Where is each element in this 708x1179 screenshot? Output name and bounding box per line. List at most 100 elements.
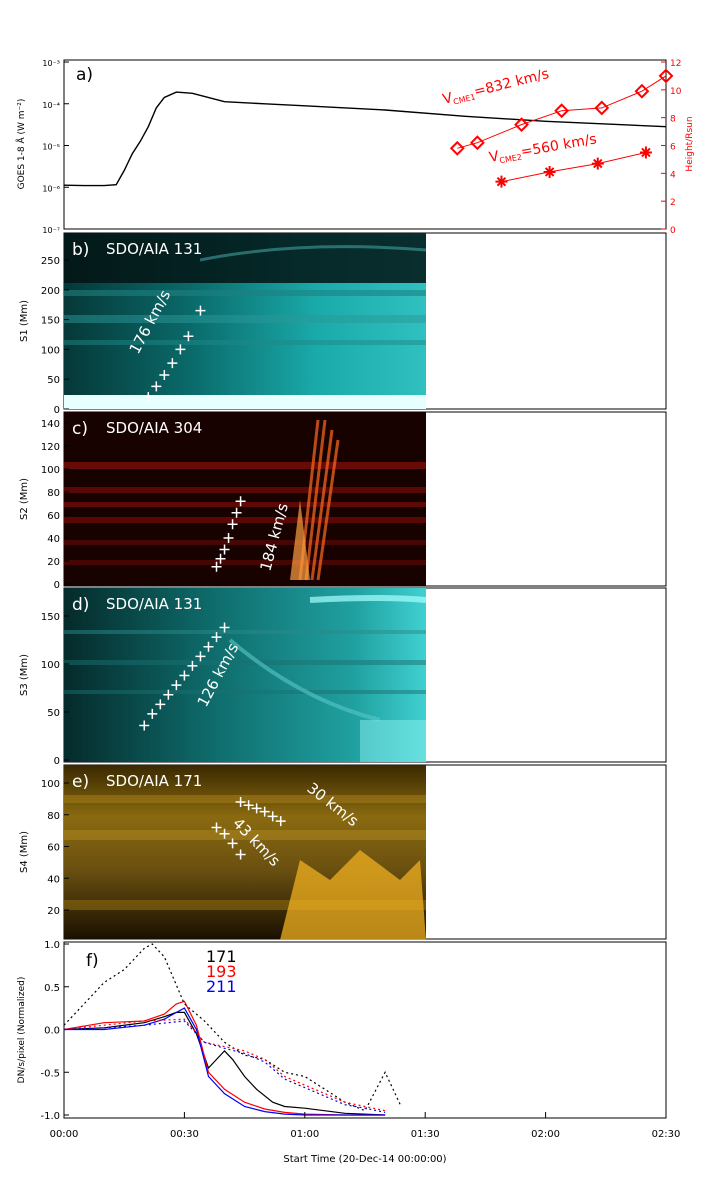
cme1-speed-label: VCME1=832 km/s [441, 66, 551, 109]
y-tick-label: 10⁻⁵ [42, 143, 60, 152]
light-curve-193-dotted [63, 1018, 386, 1112]
track-point-mark [175, 344, 186, 355]
cme1-diamond-point [594, 100, 610, 116]
track-point-mark [211, 632, 222, 643]
y-tick-label: 0 [54, 756, 60, 767]
cme-height-points [449, 68, 674, 188]
y-tick-label: 2 [670, 198, 676, 208]
time-tick-label: 00:00 [50, 1129, 79, 1140]
y-tick-label: 20 [47, 906, 60, 917]
y-tick-label: 120 [41, 442, 60, 453]
panel-f-frame [63, 941, 667, 1119]
time-tick-label: 02:00 [531, 1129, 560, 1140]
y-tick-label: 4 [670, 170, 676, 180]
track-point-mark [235, 496, 246, 507]
panel-d-marks [139, 622, 230, 731]
y-tick-label: 0 [54, 580, 60, 591]
panel-b-title: SDO/AIA 131 [106, 240, 202, 258]
y-tick-label: 0 [54, 405, 60, 416]
cme1-diamond-point [469, 135, 485, 151]
y-tick-label: 10⁻⁷ [42, 226, 60, 235]
cme1-diamond-point [634, 83, 650, 99]
light-curve-193-solid [63, 1000, 386, 1116]
panel-d-ticks: 150 100 50 0 [41, 612, 69, 767]
y-tick-label: 10⁻³ [42, 59, 60, 68]
panel-c-marks [211, 496, 246, 572]
y-tick-label: 10⁻⁶ [42, 184, 60, 193]
track-point-mark [223, 533, 234, 543]
y-tick-label: 10⁻⁴ [42, 101, 60, 110]
track-point-mark [211, 822, 222, 833]
track-point-mark [195, 305, 206, 316]
track-point-mark [275, 816, 286, 827]
track-point-mark [195, 651, 206, 662]
panel-b-image [64, 233, 427, 409]
track-point-mark [163, 689, 174, 700]
panel-b-ylabel: S1 (Mm) [19, 300, 30, 342]
panel-d-title: SDO/AIA 131 [106, 595, 202, 613]
cme1-fit-line [457, 75, 667, 149]
goes-flux-curve [63, 91, 667, 187]
track-point-mark [211, 561, 222, 572]
track-point-mark [143, 392, 154, 403]
panel-e-marks [211, 797, 286, 860]
y-tick-label: 50 [47, 375, 60, 386]
cme2-speed-label: VCME2=560 km/s [488, 131, 598, 167]
track-point-mark [219, 622, 230, 633]
track-point-mark [179, 670, 190, 681]
y-tick-label: 10 [670, 87, 682, 97]
y-tick-label: 0 [670, 226, 676, 236]
panel-f-ticks: 1.0 0.5 0.0 -0.5 -1.0 [40, 940, 69, 1122]
time-tick-label: 01:00 [290, 1129, 319, 1140]
track-point-mark [147, 708, 158, 719]
panel-b-marks [143, 305, 206, 403]
y-tick-label: 150 [41, 316, 60, 327]
panel-b-ticks: 250 200 150 100 50 0 [41, 256, 69, 416]
panel-e-ylabel: S4 (Mm) [19, 831, 30, 873]
panel-b-tag: b) [72, 240, 89, 260]
y-tick-label: 100 [41, 779, 60, 790]
panel-a-frame [63, 59, 667, 230]
cme1-diamond-point [514, 117, 529, 133]
time-axis-ticks: 00:00 00:30 01:00 01:30 02:00 02:30 [50, 1112, 680, 1140]
y-tick-label: 20 [47, 557, 60, 568]
track-point-mark [159, 370, 170, 381]
light-curve-211-solid [64, 1007, 386, 1116]
track-point-mark [219, 828, 230, 839]
cme2-asterisk-point [543, 165, 556, 178]
panel-c-image [64, 412, 426, 586]
legend-193: 193 [206, 962, 237, 981]
cme2-asterisk-point [495, 175, 508, 188]
panel-e-ticks: 100 80 60 40 20 [41, 779, 69, 917]
y-tick-label: 150 [41, 612, 60, 623]
y-tick-label: 100 [41, 345, 60, 356]
y-tick-label: -0.5 [40, 1068, 60, 1079]
time-tick-label: 00:30 [170, 1129, 199, 1140]
legend-211: 211 [206, 977, 237, 996]
panel-c-ylabel: S2 (Mm) [19, 478, 30, 520]
panel-e-title: SDO/AIA 171 [106, 772, 202, 790]
panel-d-ylabel: S3 (Mm) [19, 654, 30, 696]
y-tick-label: 1.0 [44, 940, 60, 951]
panel-c-title: SDO/AIA 304 [106, 419, 202, 437]
track-point-mark [267, 811, 278, 822]
y-tick-label: 50 [47, 708, 60, 719]
panel-e-image [64, 765, 426, 940]
track-point-mark [231, 507, 242, 518]
panel-a-left-ticks: 10⁻³ 10⁻⁴ 10⁻⁵ 10⁻⁶ 10⁻⁷ [42, 59, 69, 235]
panel-e-tag: e) [72, 772, 89, 792]
panel-f-lines [63, 943, 402, 1116]
track-point-mark [251, 803, 262, 814]
y-tick-label: 200 [41, 286, 60, 297]
y-tick-label: 60 [47, 843, 60, 854]
y-tick-label: 40 [47, 534, 60, 545]
y-tick-label: 8 [670, 115, 676, 125]
panel-c-tag: c) [72, 419, 88, 439]
track-point-mark [235, 797, 246, 808]
track-point-mark [227, 519, 238, 530]
time-tick-label: 01:30 [411, 1129, 440, 1140]
cme2-asterisk-point [591, 157, 604, 170]
y-tick-label: 40 [47, 874, 60, 885]
